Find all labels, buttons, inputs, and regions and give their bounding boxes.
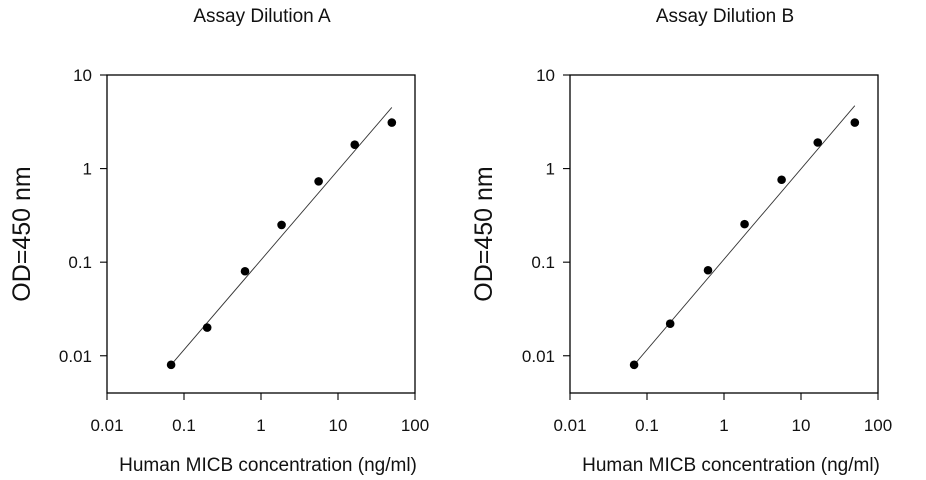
y-tick-label: 1 [83, 160, 92, 179]
plot-frame [106, 74, 416, 394]
chart-title: Assay Dilution A [193, 6, 331, 27]
data-point [350, 140, 360, 149]
x-tick-label: 10 [329, 416, 348, 435]
x-tick-label: 0.01 [90, 416, 123, 435]
y-tick-label: 10 [73, 66, 92, 85]
data-point [850, 118, 860, 127]
fit-line [170, 107, 393, 366]
x-tick-label: 100 [401, 416, 429, 435]
data-point [387, 118, 397, 127]
y-tick-label: 10 [536, 66, 555, 85]
x-tick-label: 1 [256, 416, 265, 435]
data-point [665, 319, 675, 329]
chart-title: Assay Dilution B [656, 6, 794, 27]
data-point [813, 138, 823, 147]
x-axis-label: Human MICB concentration (ng/ml) [582, 455, 880, 476]
data-point [314, 177, 323, 186]
x-tick-label: 1 [719, 416, 728, 435]
data-point [703, 265, 713, 275]
data-point [166, 360, 176, 370]
data-point [740, 219, 749, 229]
data-point [277, 220, 286, 230]
x-tick-label: 0.1 [172, 416, 196, 435]
y-axis-label: OD=450 nm [470, 166, 498, 302]
data-point [629, 360, 639, 370]
chart-panel-a: Assay Dilution A 0.01 0.1 1 10 100 0.01 0.1 1 10 H… [8, 6, 429, 476]
chart-panel-b: Assay Dilution B 0.01 0.1 1 10 100 0.01 0.1 1 10 H… [470, 6, 892, 476]
x-tick-label: 100 [864, 416, 892, 435]
x-tick-label: 10 [792, 416, 811, 435]
plot-frame [569, 74, 879, 394]
y-axis-label: OD=450 nm [8, 166, 36, 302]
x-axis-label: Human MICB concentration (ng/ml) [119, 455, 417, 476]
x-tick-label: 0.1 [635, 416, 659, 435]
data-point [240, 266, 250, 276]
data-point [777, 175, 786, 185]
data-point [202, 323, 212, 332]
y-tick-label: 0.1 [68, 253, 92, 272]
x-tick-label: 0.01 [553, 416, 586, 435]
y-tick-label: 0.01 [59, 347, 92, 366]
y-tick-label: 1 [546, 160, 555, 179]
y-tick-label: 0.01 [522, 347, 555, 366]
y-tick-label: 0.1 [531, 253, 555, 272]
